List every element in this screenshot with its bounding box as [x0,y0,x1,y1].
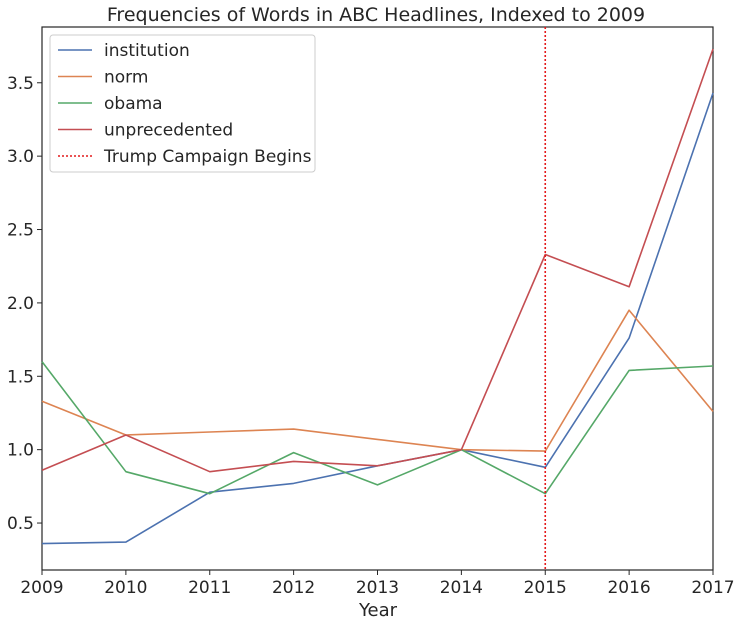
y-tick-label: 2.5 [7,221,34,241]
series-line-norm [41,309,714,452]
x-axis-ticks: 2009 2010 2011 2012 2013 2014 2015 2016 2017 [20,570,735,598]
x-tick-label: 2012 [272,578,315,598]
series-line-unprecedented [41,48,714,473]
y-tick-label: 1.0 [7,441,34,461]
series-line-obama [41,361,714,495]
x-axis-label: Year [358,600,398,621]
y-tick-label: 0.5 [7,514,34,534]
legend-label: obama [104,94,163,114]
chart-title: Frequencies of Words in ABC Headlines, I… [107,4,645,26]
y-tick-label: 3.0 [7,147,34,167]
legend-box [49,34,316,173]
x-tick-label: 2014 [440,578,483,598]
legend-label: Trump Campaign Begins [103,147,312,167]
y-tick-label: 3.5 [7,74,34,94]
y-tick-label: 1.5 [7,367,34,387]
legend-items: institution norm obama unprecedented Trump C… [58,41,312,167]
y-tick-label: 2.0 [7,294,34,314]
legend-label: unprecedented [104,121,233,141]
x-tick-label: 2016 [607,578,650,598]
y-axis-ticks: 0.5 1.0 1.5 2.0 2.5 3.0 3.5 [7,74,42,534]
x-tick-label: 2015 [524,578,567,598]
x-tick-label: 2013 [356,578,399,598]
x-tick-label: 2017 [691,578,734,598]
legend-label: institution [104,41,190,61]
legend-label: norm [104,68,148,88]
legend: institution norm obama unprecedented Trump C… [49,34,316,173]
x-tick-label: 2011 [188,578,231,598]
x-tick-label: 2009 [20,578,63,598]
x-tick-label: 2010 [104,578,147,598]
series-layer [41,48,714,545]
